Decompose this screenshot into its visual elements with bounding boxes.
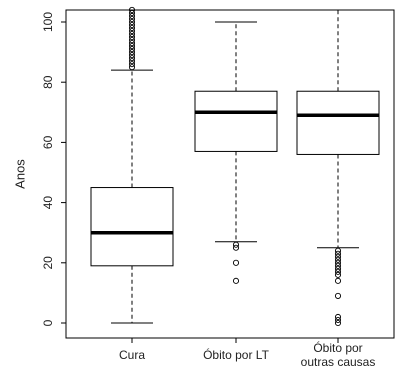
iqr-box bbox=[296, 90, 380, 155]
outlier-point bbox=[128, 52, 136, 59]
outlier-point bbox=[128, 30, 136, 38]
outlier-point bbox=[128, 27, 136, 35]
x-category-label: Cura bbox=[119, 348, 145, 362]
y-tick-label: 100 bbox=[41, 12, 55, 32]
outlier-point bbox=[334, 256, 342, 263]
plot-frame bbox=[65, 9, 395, 339]
outlier-point bbox=[334, 268, 342, 275]
x-category-label: Óbito por LT bbox=[203, 347, 269, 362]
y-tick-label: 40 bbox=[41, 196, 55, 210]
y-tick-label: 80 bbox=[41, 75, 55, 89]
outlier-point bbox=[232, 244, 240, 251]
outlier-point bbox=[128, 15, 136, 23]
outlier-point bbox=[334, 250, 342, 257]
outlier-point bbox=[128, 37, 136, 44]
outlier-point bbox=[128, 64, 136, 71]
iqr-box bbox=[194, 90, 278, 152]
outlier-point bbox=[334, 271, 342, 278]
box-3 bbox=[296, 9, 380, 327]
outlier-point bbox=[128, 9, 136, 17]
box-1 bbox=[90, 6, 174, 324]
outlier-point bbox=[128, 61, 136, 68]
iqr-box bbox=[90, 187, 174, 267]
x-category-label: Óbito por outras causas bbox=[301, 340, 376, 369]
outlier-point bbox=[128, 46, 136, 53]
box-2 bbox=[194, 21, 278, 284]
outlier-point bbox=[128, 12, 136, 20]
y-tick-label: 0 bbox=[41, 319, 55, 326]
outlier-point bbox=[232, 259, 240, 266]
outlier-point bbox=[128, 34, 136, 41]
y-tick-label: 20 bbox=[41, 256, 55, 270]
y-axis-title: Anos bbox=[13, 159, 28, 189]
outlier-point bbox=[334, 259, 342, 266]
outlier-point bbox=[128, 24, 136, 32]
outlier-point bbox=[334, 319, 342, 327]
outlier-point bbox=[128, 55, 136, 62]
outlier-point bbox=[334, 292, 342, 299]
outlier-point bbox=[334, 313, 342, 321]
outlier-point bbox=[128, 21, 136, 29]
outlier-point bbox=[334, 277, 342, 284]
outlier-point bbox=[334, 253, 342, 260]
outlier-point bbox=[232, 241, 240, 248]
outlier-point bbox=[128, 58, 136, 65]
outlier-point bbox=[128, 40, 136, 47]
outlier-point bbox=[128, 43, 136, 50]
outlier-point bbox=[128, 49, 136, 56]
outlier-point bbox=[334, 265, 342, 272]
outlier-point bbox=[334, 247, 342, 254]
outlier-point bbox=[232, 277, 240, 284]
outlier-point bbox=[128, 18, 136, 26]
outlier-point bbox=[334, 316, 342, 324]
outlier-point bbox=[334, 262, 342, 269]
outlier-point bbox=[128, 6, 136, 14]
y-tick-label: 60 bbox=[41, 135, 55, 149]
